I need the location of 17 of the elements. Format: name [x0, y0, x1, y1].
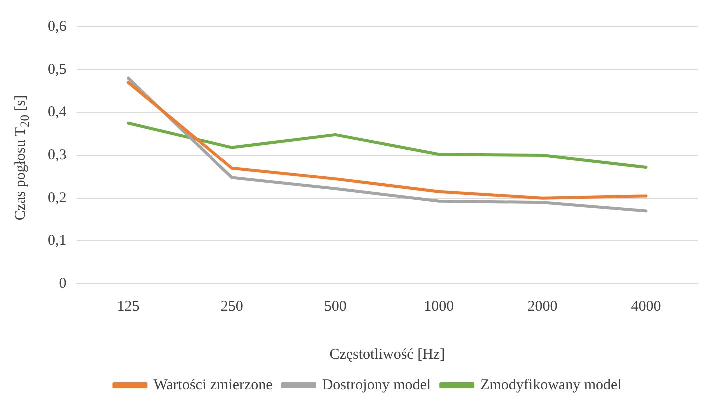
x-tick-label: 125	[117, 298, 140, 315]
y-tick-label: 0,3	[48, 147, 67, 164]
legend-label: Zmodyfikowany model	[480, 377, 622, 394]
legend-label: Dostrojony model	[322, 377, 432, 394]
legend-label: Wartości zmierzone	[154, 377, 274, 394]
y-tick-label: 0,5	[48, 62, 67, 78]
y-tick-label: 0,4	[48, 104, 68, 121]
y-tick-label: 0,6	[48, 18, 68, 35]
x-tick-label: 1000	[424, 298, 454, 315]
y-tick-label: 0,1	[48, 233, 67, 250]
x-axis-title: Częstotliwość [Hz]	[330, 346, 446, 363]
y-tick-label: 0,2	[48, 190, 67, 206]
x-tick-label: 250	[220, 298, 244, 315]
x-tick-label: 4000	[631, 298, 662, 315]
x-tick-label: 500	[324, 298, 347, 315]
x-tick-label: 2000	[528, 298, 558, 315]
y-tick-label: 0	[59, 276, 67, 292]
